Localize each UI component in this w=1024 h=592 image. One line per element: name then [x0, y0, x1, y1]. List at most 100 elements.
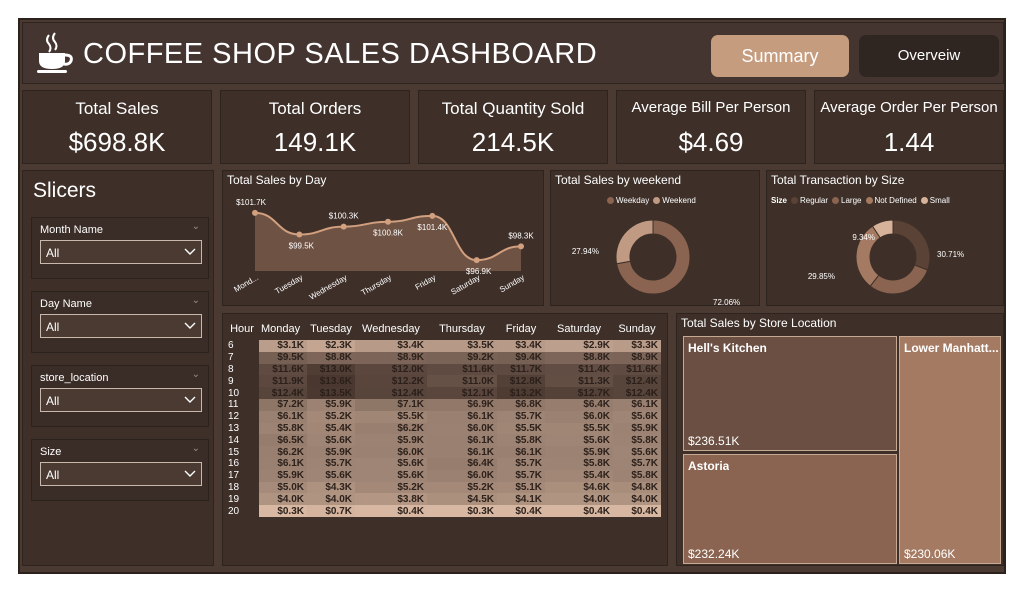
summary-button[interactable]: Summary: [711, 35, 849, 77]
data-point[interactable]: [340, 223, 347, 230]
column-header[interactable]: Tuesday: [310, 323, 352, 335]
data-point[interactable]: [385, 218, 391, 225]
heat-cell[interactable]: $13.5K: [307, 387, 355, 399]
heat-cell[interactable]: $3.3K: [613, 340, 661, 352]
heat-cell[interactable]: $4.8K: [613, 481, 661, 494]
heat-cell[interactable]: $2.3K: [307, 340, 355, 352]
heat-cell[interactable]: $5.6K: [307, 434, 355, 447]
heat-cell[interactable]: $12.1K: [427, 387, 497, 399]
heat-cell[interactable]: $11.3K: [545, 375, 613, 388]
heat-cell[interactable]: $6.1K: [427, 410, 497, 423]
heat-cell[interactable]: $5.9K: [545, 446, 613, 458]
heat-cell[interactable]: $5.7K: [613, 457, 661, 470]
heat-cell[interactable]: $5.9K: [259, 469, 307, 482]
heat-cell[interactable]: $4.6K: [545, 481, 613, 494]
heat-cell[interactable]: $0.4K: [613, 505, 661, 517]
column-header[interactable]: Monday: [261, 323, 301, 335]
heat-cell[interactable]: $5.2K: [355, 481, 427, 494]
heat-cell[interactable]: $6.1K: [497, 446, 545, 458]
heat-cell[interactable]: $8.8K: [307, 351, 355, 364]
heat-cell[interactable]: $5.8K: [613, 434, 661, 447]
heat-cell[interactable]: $5.7K: [497, 410, 545, 423]
heat-cell[interactable]: $5.1K: [497, 481, 545, 494]
column-header[interactable]: Hour: [230, 323, 254, 335]
heat-cell[interactable]: $11.6K: [613, 363, 661, 376]
heat-cell[interactable]: $12.4K: [259, 387, 307, 399]
heat-cell[interactable]: $5.4K: [545, 469, 613, 482]
heat-cell[interactable]: $11.6K: [427, 363, 497, 376]
treemap-tile[interactable]: Astoria $232.24K: [683, 454, 897, 564]
slicer-dropdown[interactable]: All: [40, 388, 202, 412]
heat-cell[interactable]: $0.3K: [427, 505, 497, 517]
heat-cell[interactable]: $12.2K: [355, 375, 427, 388]
data-point[interactable]: [518, 243, 524, 250]
heat-cell[interactable]: $0.7K: [307, 505, 355, 517]
heat-cell[interactable]: $6.0K: [427, 469, 497, 482]
heat-cell[interactable]: $12.7K: [545, 387, 613, 399]
heat-cell[interactable]: $0.3K: [259, 505, 307, 517]
heat-cell[interactable]: $5.9K: [355, 434, 427, 447]
column-header[interactable]: Sunday: [618, 323, 656, 335]
heat-cell[interactable]: $5.5K: [497, 422, 545, 435]
heat-cell[interactable]: $3.8K: [355, 493, 427, 506]
heat-cell[interactable]: $3.4K: [355, 340, 427, 352]
heat-cell[interactable]: $5.6K: [355, 457, 427, 470]
heat-cell[interactable]: $5.9K: [307, 398, 355, 411]
collapse-chevron-icon[interactable]: ⌄: [191, 295, 200, 306]
heat-cell[interactable]: $5.6K: [613, 410, 661, 423]
heat-cell[interactable]: $5.5K: [545, 422, 613, 435]
heat-cell[interactable]: $5.6K: [613, 446, 661, 458]
heat-cell[interactable]: $8.9K: [613, 351, 661, 364]
slicer-dropdown[interactable]: All: [40, 462, 202, 486]
heat-cell[interactable]: $12.4K: [355, 387, 427, 399]
heat-cell[interactable]: $13.6K: [307, 375, 355, 388]
heat-cell[interactable]: $6.0K: [427, 422, 497, 435]
heat-cell[interactable]: $11.6K: [259, 363, 307, 376]
heat-cell[interactable]: $5.6K: [355, 469, 427, 482]
heat-cell[interactable]: $11.0K: [427, 375, 497, 388]
heat-cell[interactable]: $4.0K: [545, 493, 613, 506]
heat-cell[interactable]: $4.0K: [307, 493, 355, 506]
heat-cell[interactable]: $12.8K: [497, 375, 545, 388]
heat-cell[interactable]: $7.1K: [355, 398, 427, 411]
heat-cell[interactable]: $0.4K: [355, 505, 427, 517]
heat-cell[interactable]: $4.5K: [427, 493, 497, 506]
heat-cell[interactable]: $6.9K: [427, 398, 497, 411]
donut-slice[interactable]: [616, 219, 691, 295]
overview-button[interactable]: Overveiw: [859, 35, 999, 77]
heat-cell[interactable]: $3.1K: [259, 340, 307, 352]
heat-cell[interactable]: $9.2K: [427, 351, 497, 364]
slicer-dropdown[interactable]: All: [40, 240, 202, 264]
donut-slice[interactable]: [869, 264, 929, 295]
heat-cell[interactable]: $6.5K: [259, 434, 307, 447]
legend-item[interactable]: Regular: [800, 196, 829, 205]
heat-cell[interactable]: $6.4K: [545, 398, 613, 411]
legend-item[interactable]: Weekday: [616, 196, 650, 205]
column-header[interactable]: Thursday: [439, 323, 485, 335]
heat-cell[interactable]: $6.1K: [259, 457, 307, 470]
heat-cell[interactable]: $6.0K: [545, 410, 613, 423]
heat-cell[interactable]: $13.0K: [307, 363, 355, 376]
heat-cell[interactable]: $6.4K: [427, 457, 497, 470]
heat-cell[interactable]: $4.1K: [497, 493, 545, 506]
column-header[interactable]: Friday: [505, 323, 537, 335]
heat-cell[interactable]: $11.9K: [259, 375, 307, 388]
heat-cell[interactable]: $5.7K: [497, 469, 545, 482]
heat-cell[interactable]: $11.4K: [545, 363, 613, 376]
heat-cell[interactable]: $9.4K: [497, 351, 545, 364]
data-point[interactable]: [473, 257, 480, 264]
heat-cell[interactable]: $6.1K: [613, 398, 661, 411]
heat-cell[interactable]: $2.9K: [545, 340, 613, 352]
collapse-chevron-icon[interactable]: ⌄: [191, 221, 200, 232]
heat-cell[interactable]: $13.2K: [497, 387, 545, 399]
column-header[interactable]: Saturday: [556, 323, 602, 335]
heat-cell[interactable]: $5.6K: [307, 469, 355, 482]
legend-item[interactable]: Not Defined: [874, 196, 917, 205]
heat-cell[interactable]: $5.0K: [259, 481, 307, 494]
data-point[interactable]: [429, 212, 436, 219]
collapse-chevron-icon[interactable]: ⌄: [191, 443, 200, 454]
heat-cell[interactable]: $4.3K: [307, 481, 355, 494]
heat-cell[interactable]: $4.0K: [613, 493, 661, 506]
heat-cell[interactable]: $5.8K: [259, 422, 307, 435]
heat-cell[interactable]: $12.4K: [613, 387, 661, 399]
